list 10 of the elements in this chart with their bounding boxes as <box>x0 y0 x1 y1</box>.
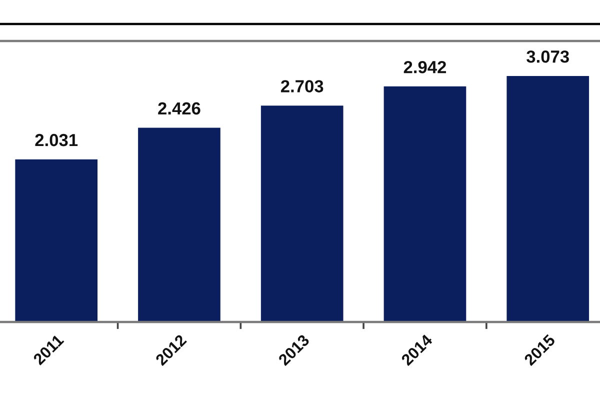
bar <box>506 76 590 322</box>
data-label: 2.426 <box>158 102 200 115</box>
bar <box>260 106 344 322</box>
data-label: 3.073 <box>526 50 569 63</box>
data-label: 2.703 <box>280 80 324 92</box>
bar <box>384 86 466 322</box>
bar <box>15 159 98 322</box>
data-label: 2.942 <box>404 60 446 74</box>
data-label: 2.031 <box>35 134 78 146</box>
bar <box>138 128 220 322</box>
